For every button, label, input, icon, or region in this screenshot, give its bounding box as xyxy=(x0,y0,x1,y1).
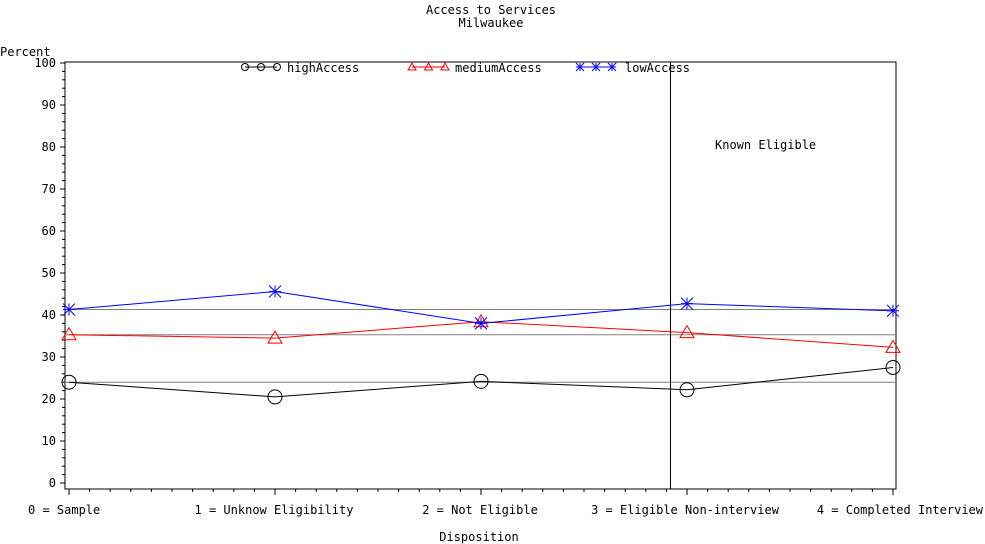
legend-marker xyxy=(241,63,249,71)
x-tick-label: 0 = Sample xyxy=(28,503,100,517)
y-tick-label: 90 xyxy=(42,98,56,112)
chart-subtitle: Milwaukee xyxy=(458,16,523,30)
legend-label-lowAccess: lowAccess xyxy=(625,61,690,75)
y-tick-label: 50 xyxy=(42,266,56,280)
data-point-highAccess xyxy=(61,374,77,390)
legend-label-highAccess: highAccess xyxy=(287,61,359,75)
data-point-highAccess xyxy=(885,360,901,375)
y-tick-label: 40 xyxy=(42,308,56,322)
y-tick-label: 0 xyxy=(49,476,56,490)
x-tick-label: 4 = Completed Interview xyxy=(817,503,984,517)
data-point-lowAccess xyxy=(474,317,488,330)
y-tick-label: 30 xyxy=(42,350,56,364)
x-tick-label: 2 = Not Eligible xyxy=(422,503,538,517)
data-point-highAccess xyxy=(473,373,489,389)
known-eligible-annotation: Known Eligible xyxy=(715,138,816,152)
legend-marker xyxy=(607,62,617,72)
chart-title: Access to Services xyxy=(426,3,556,17)
legend-marker xyxy=(257,63,265,71)
y-tick-label: 10 xyxy=(42,434,56,448)
x-axis-label: Disposition xyxy=(439,530,518,544)
legend-label-mediumAccess: mediumAccess xyxy=(455,61,542,75)
data-point-highAccess xyxy=(679,382,695,398)
plot-area: 0 10 20 30 40 50 60 70 80 90 100 0 = Sample 1 = Unkn… xyxy=(28,56,984,517)
data-point-mediumAccess xyxy=(267,330,283,344)
y-axis-label: Percent xyxy=(0,45,51,59)
data-point-lowAccess xyxy=(62,303,76,316)
legend-marker xyxy=(273,63,281,71)
data-point-mediumAccess xyxy=(61,326,77,341)
data-point-mediumAccess xyxy=(885,339,901,353)
y-tick-label: 100 xyxy=(34,56,56,70)
data-point-lowAccess xyxy=(886,304,900,318)
y-tick-label: 60 xyxy=(42,224,56,238)
x-tick-label: 1 = Unknow Eligibility xyxy=(195,503,354,517)
legend-marker xyxy=(407,61,417,71)
series-line-highAccess xyxy=(68,367,894,398)
plot-frame xyxy=(64,61,897,490)
y-tick-label: 80 xyxy=(42,140,56,154)
y-tick-label: 20 xyxy=(42,392,56,406)
legend-marker xyxy=(423,61,434,71)
data-point-lowAccess xyxy=(268,285,282,298)
legend-marker xyxy=(575,62,585,72)
data-point-mediumAccess xyxy=(679,324,695,339)
y-tick-label: 70 xyxy=(42,182,56,196)
legend-marker xyxy=(591,62,601,72)
legend-marker xyxy=(440,61,450,71)
x-tick-label: 3 = Eligible Non-interview xyxy=(591,503,780,517)
data-point-lowAccess xyxy=(680,297,694,311)
data-point-highAccess xyxy=(267,389,283,405)
